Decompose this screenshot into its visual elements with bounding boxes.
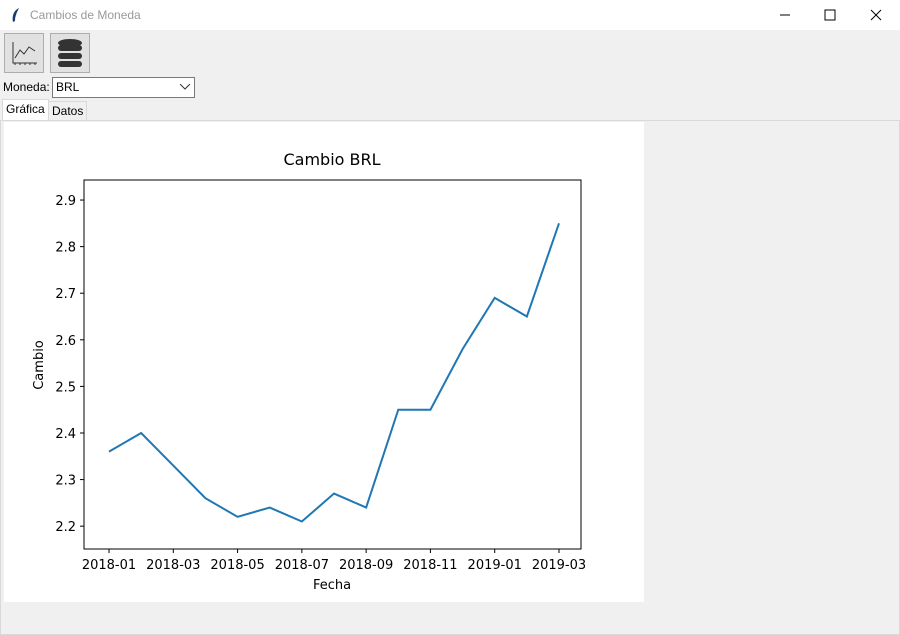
x-tick-label: 2018-01 (82, 558, 136, 573)
x-tick-label: 2018-11 (403, 558, 457, 573)
currency-combobox[interactable]: BRL (52, 77, 195, 98)
x-tick-label: 2018-07 (275, 558, 329, 573)
tab-datos[interactable]: Datos (48, 101, 88, 120)
plot-frame (83, 179, 582, 550)
x-tick-label: 2018-05 (210, 558, 264, 573)
y-tick-label: 2.5 (55, 380, 76, 395)
title-bar: Cambios de Moneda (0, 0, 900, 30)
y-axis-label: Cambio (32, 340, 47, 390)
y-tick-label: 2.4 (55, 427, 76, 442)
tab-grafica[interactable]: Gráfica (2, 99, 49, 120)
window-controls[interactable] (770, 0, 900, 30)
combobox-value: BRL (56, 80, 80, 94)
y-tick-label: 2.3 (55, 474, 76, 489)
x-tick-label: 2019-03 (532, 558, 586, 573)
app-icon (12, 8, 19, 22)
y-tick-label: 2.2 (55, 520, 76, 535)
chart: Cambio BRL Fecha Cambio 2.2 2.3 2.4 2.5 2.6 2… (4, 122, 644, 602)
x-tick-label: 2018-03 (146, 558, 200, 573)
currency-label: Moneda: (3, 80, 50, 94)
x-tick-label: 2019-01 (468, 558, 522, 573)
y-tick-label: 2.9 (55, 194, 76, 209)
chart-button[interactable] (4, 33, 44, 73)
x-tick-label: 2018-09 (339, 558, 393, 573)
x-axis-label: Fecha (313, 578, 351, 593)
y-tick-label: 2.7 (55, 287, 76, 302)
figure-background (4, 122, 644, 602)
data-line (108, 223, 560, 523)
chart-title: Cambio BRL (283, 150, 380, 169)
y-tick-label: 2.8 (55, 241, 76, 256)
y-tick-label: 2.6 (55, 334, 76, 349)
database-button[interactable] (50, 33, 90, 73)
window-title: Cambios de Moneda (30, 8, 141, 22)
